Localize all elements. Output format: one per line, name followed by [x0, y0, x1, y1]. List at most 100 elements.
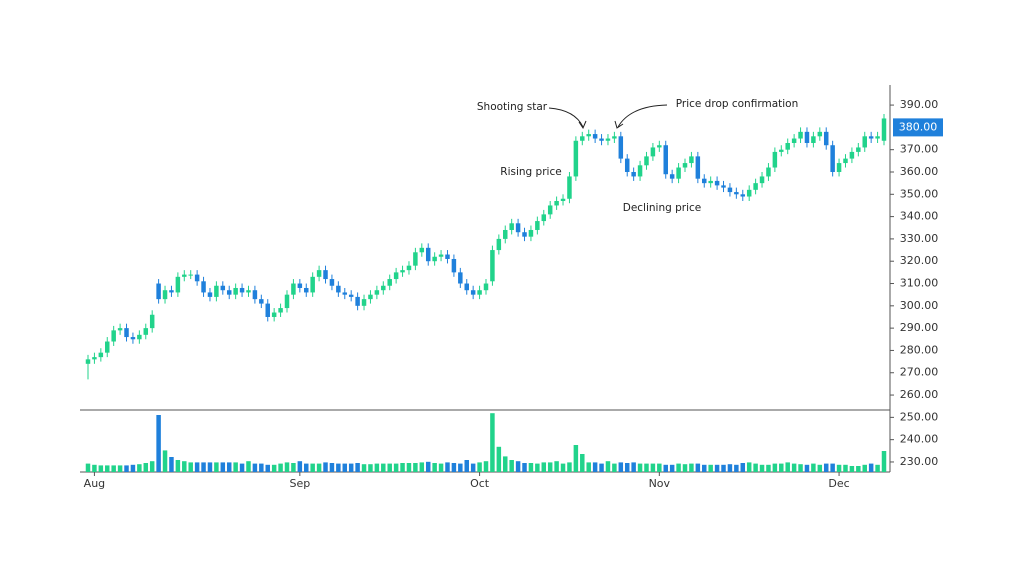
candle-body: [425, 247, 431, 262]
volume-bar: [798, 464, 803, 472]
candle-body: [554, 200, 559, 206]
candle-body: [535, 221, 540, 230]
volume-bar: [271, 464, 277, 472]
candle-body: [188, 274, 193, 276]
candle-body: [702, 178, 707, 184]
volume-bar: [535, 463, 540, 472]
volume-bar: [592, 462, 598, 472]
volume-bar: [226, 462, 232, 472]
volume-bar: [477, 462, 482, 472]
volume-bar: [182, 461, 187, 472]
candle-body: [111, 330, 116, 342]
candle-body: [541, 214, 547, 222]
volume-bar: [599, 463, 604, 472]
candle-body: [201, 281, 206, 293]
y-tick-label: 310.00: [900, 277, 939, 290]
volume-bar: [92, 464, 97, 472]
candle-body: [772, 151, 778, 168]
candle-body: [85, 359, 91, 364]
candle-body: [297, 283, 303, 288]
volume-bar: [727, 464, 733, 472]
y-tick-label: 320.00: [900, 254, 939, 267]
candle-body: [329, 279, 335, 286]
candle-body: [137, 334, 142, 340]
candle-body: [342, 292, 348, 295]
candle-body: [721, 185, 726, 188]
candle-body: [759, 176, 765, 184]
candle-body: [689, 156, 694, 164]
candle-body: [560, 198, 566, 201]
candle-body: [117, 328, 123, 331]
volume-bar: [143, 463, 149, 472]
candle-body: [612, 136, 617, 139]
x-tick-label: Dec: [828, 477, 849, 490]
candle-body: [509, 223, 514, 230]
candle-body: [862, 136, 867, 148]
candle-body: [214, 285, 219, 297]
volume-bar: [458, 463, 463, 472]
volume-bar: [624, 463, 630, 472]
volume-bar: [746, 462, 752, 472]
candle-body: [567, 176, 572, 199]
candle-body: [291, 283, 296, 295]
volume-bar: [657, 463, 662, 472]
volume-bar: [201, 462, 206, 472]
volume-bar: [823, 463, 829, 472]
candle-body: [220, 285, 226, 291]
candle-body: [836, 163, 842, 172]
candle-body: [419, 247, 425, 253]
volume-bar: [342, 463, 348, 472]
volume-bar: [124, 465, 129, 472]
volume-bar: [862, 464, 867, 472]
volume-bar: [836, 464, 842, 472]
candle-body: [259, 299, 264, 304]
candle-body: [714, 180, 720, 186]
candle-body: [477, 290, 482, 295]
candle-body: [875, 136, 880, 139]
volume-bar: [425, 461, 431, 472]
volume-bar: [214, 462, 219, 472]
x-tick-label: Nov: [649, 477, 671, 490]
candle-body: [791, 138, 797, 143]
volume-bar: [98, 465, 104, 472]
candle-body: [503, 229, 508, 239]
candle-body: [445, 254, 450, 259]
volume-bar: [830, 463, 835, 472]
candle-body: [458, 272, 463, 284]
candle-body: [406, 265, 412, 271]
volume-bar: [329, 463, 335, 472]
candle-body: [316, 270, 322, 277]
volume-bar: [291, 463, 296, 472]
volume-bar: [522, 463, 527, 472]
candle-body: [830, 145, 835, 172]
volume-bar: [188, 462, 193, 472]
volume-bar: [169, 457, 174, 472]
volume-bar: [734, 464, 739, 472]
y-tick-label: 300.00: [900, 299, 939, 312]
annotation: Shooting star: [477, 101, 548, 113]
candle-body: [265, 303, 270, 317]
candle-body: [766, 167, 771, 177]
candle-body: [657, 145, 662, 148]
candle-body: [387, 279, 392, 286]
candle-body: [817, 131, 823, 137]
candle-body: [124, 328, 129, 338]
candle-body: [592, 134, 598, 139]
candle-body: [143, 328, 149, 335]
volume-bar: [547, 462, 553, 472]
candle-body: [278, 308, 283, 313]
candle-body: [496, 238, 502, 251]
candle-body: [413, 252, 418, 266]
y-tick-label: 260.00: [900, 388, 939, 401]
volume-bar: [644, 463, 649, 472]
candle-body: [580, 136, 585, 141]
volume-bar: [528, 463, 534, 472]
volume-bar: [406, 463, 412, 472]
candle-body: [490, 250, 495, 282]
candle-body: [682, 163, 688, 168]
volume-bar: [220, 462, 226, 472]
y-tick-label: 280.00: [900, 343, 939, 356]
volume-bar: [432, 463, 437, 472]
volume-bar: [811, 463, 816, 472]
candle-body: [856, 147, 861, 152]
